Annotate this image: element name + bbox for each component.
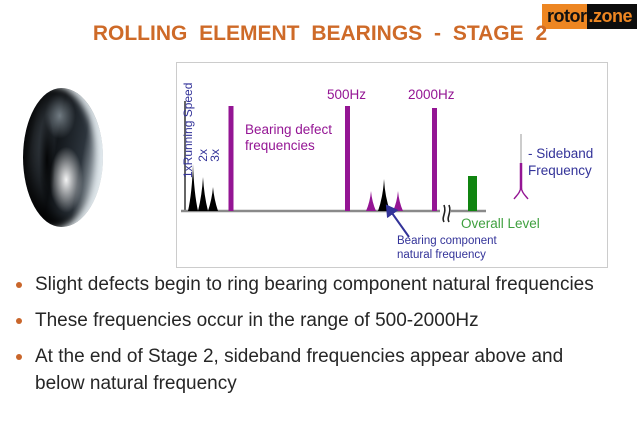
list-item: At the end of Stage 2, sideband frequenc… xyxy=(16,343,624,397)
natural-frequency-peak xyxy=(378,179,390,211)
sideband-peak-lower xyxy=(366,191,376,211)
bullet-list: Slight defects begin to ring bearing com… xyxy=(16,271,624,406)
sideband-glyph-leg-left xyxy=(513,186,522,200)
axis-break-slash-2 xyxy=(447,204,451,223)
sideband-frequency-label-line2: Frequency xyxy=(528,163,592,178)
bearing-defect-label: Bearing defect frequencies xyxy=(245,122,332,154)
overall-level-label: Overall Level xyxy=(461,216,540,231)
freq-2000hz-label: 2000Hz xyxy=(408,87,455,102)
bullet-text-3: At the end of Stage 2, sideband frequenc… xyxy=(35,346,564,394)
bearing-defect-label-line2: frequencies xyxy=(245,138,315,153)
list-item: Slight defects begin to ring bearing com… xyxy=(16,271,624,298)
axis-break-slash-1 xyxy=(442,204,446,223)
harmonic-3x-label: 3x xyxy=(208,149,222,162)
bullet-dot-icon xyxy=(16,354,22,360)
bullet-text-1: Slight defects begin to ring bearing com… xyxy=(35,274,594,295)
annotation-arrow xyxy=(385,204,410,238)
sideband-glyph xyxy=(513,134,529,200)
sideband-glyph-leg-right xyxy=(520,186,529,200)
peak-3x xyxy=(208,187,218,211)
bullet-dot-icon xyxy=(16,318,22,324)
peak-2x xyxy=(198,177,208,211)
logo-zone-block: .zone xyxy=(587,4,637,29)
freq-500hz-label: 500Hz xyxy=(327,87,367,102)
sideband-frequency-label-line1: - Sideband xyxy=(528,146,594,161)
sideband-peak-upper xyxy=(393,191,403,211)
axis-break xyxy=(440,204,451,223)
running-speed-label: 1xRunning Speed xyxy=(181,82,195,178)
overall-level-bar xyxy=(468,176,477,211)
peak-1x xyxy=(188,164,198,211)
logo-dot: . xyxy=(588,6,593,26)
logo-rotor-text: rotor xyxy=(541,4,588,29)
natural-frequency-peaks xyxy=(366,179,403,211)
bullet-text-2: These frequencies occur in the range of … xyxy=(35,310,479,331)
sideband-frequency-label: - Sideband Frequency xyxy=(528,145,593,179)
bearing-photo xyxy=(23,88,103,227)
spectrum-diagram: 1xRunning Speed 2x 3x Bearing defect fre… xyxy=(176,62,608,268)
bearing-defect-label-line1: Bearing defect xyxy=(245,122,333,137)
spectrum-plot xyxy=(181,101,529,238)
list-item: These frequencies occur in the range of … xyxy=(16,307,624,334)
running-speed-peaks xyxy=(188,164,218,211)
logo-zone-text: zone xyxy=(592,6,633,26)
natural-frequency-label: Bearing component natural frequency xyxy=(397,235,497,262)
rotor-zone-logo: rotor .zone xyxy=(541,4,637,29)
natural-frequency-label-line2: natural frequency xyxy=(397,248,486,261)
defect-bar-2000hz xyxy=(432,108,437,211)
slide-title: ROLLING ELEMENT BEARINGS - STAGE 2 xyxy=(92,22,548,45)
defect-bar-500hz xyxy=(345,106,350,211)
natural-frequency-label-line1: Bearing component xyxy=(397,235,497,247)
bullet-dot-icon xyxy=(16,282,22,288)
defect-bar-1 xyxy=(228,106,234,211)
